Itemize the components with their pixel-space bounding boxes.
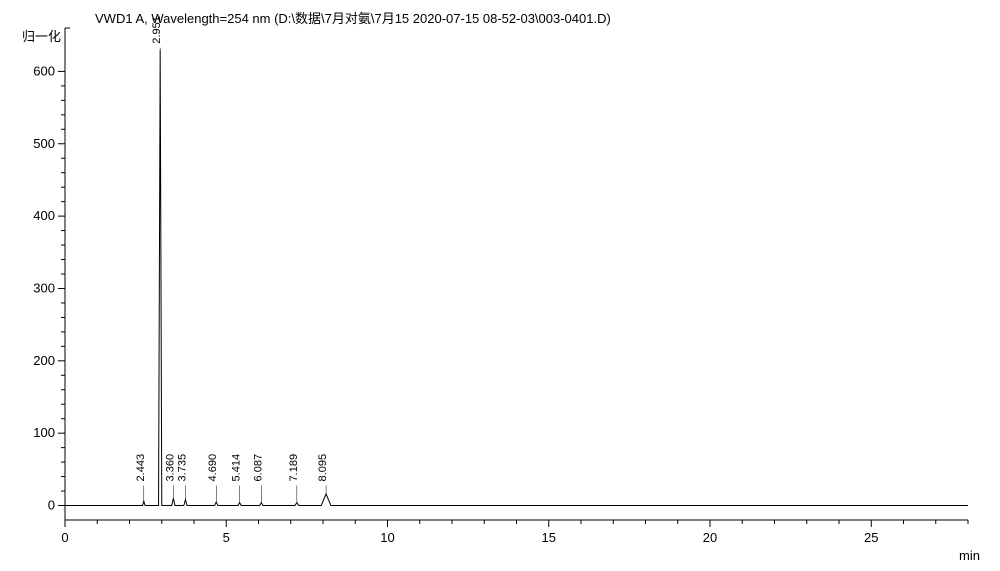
y-tick-label: 100 — [33, 425, 55, 440]
peak-label: 3.360 — [164, 454, 176, 482]
x-tick-label: 20 — [703, 530, 717, 545]
x-tick-label: 25 — [864, 530, 878, 545]
peak-label: 7.189 — [288, 454, 300, 482]
y-tick-label: 0 — [48, 498, 55, 513]
peak-label: 4.690 — [207, 454, 219, 482]
x-tick-label: 0 — [61, 530, 68, 545]
peak-label: 3.735 — [176, 454, 188, 482]
peak-label: 2.443 — [135, 454, 147, 482]
x-tick-label: 5 — [223, 530, 230, 545]
y-tick-label: 600 — [33, 63, 55, 78]
chromatogram-trace — [65, 50, 968, 506]
peak-label: 2.951 — [151, 16, 163, 44]
peak-label: 8.095 — [317, 454, 329, 482]
peak-label: 5.414 — [231, 454, 243, 482]
y-tick-label: 400 — [33, 208, 55, 223]
x-tick-label: 15 — [542, 530, 556, 545]
y-tick-label: 300 — [33, 280, 55, 295]
peak-label: 6.087 — [252, 454, 264, 482]
y-tick-label: 500 — [33, 136, 55, 151]
y-tick-label: 200 — [33, 353, 55, 368]
x-tick-label: 10 — [380, 530, 394, 545]
chromatogram-plot: 0 100 200 300 400 500 600 0 5 10 15 20 25 2.443 2.951 3… — [0, 0, 1000, 571]
